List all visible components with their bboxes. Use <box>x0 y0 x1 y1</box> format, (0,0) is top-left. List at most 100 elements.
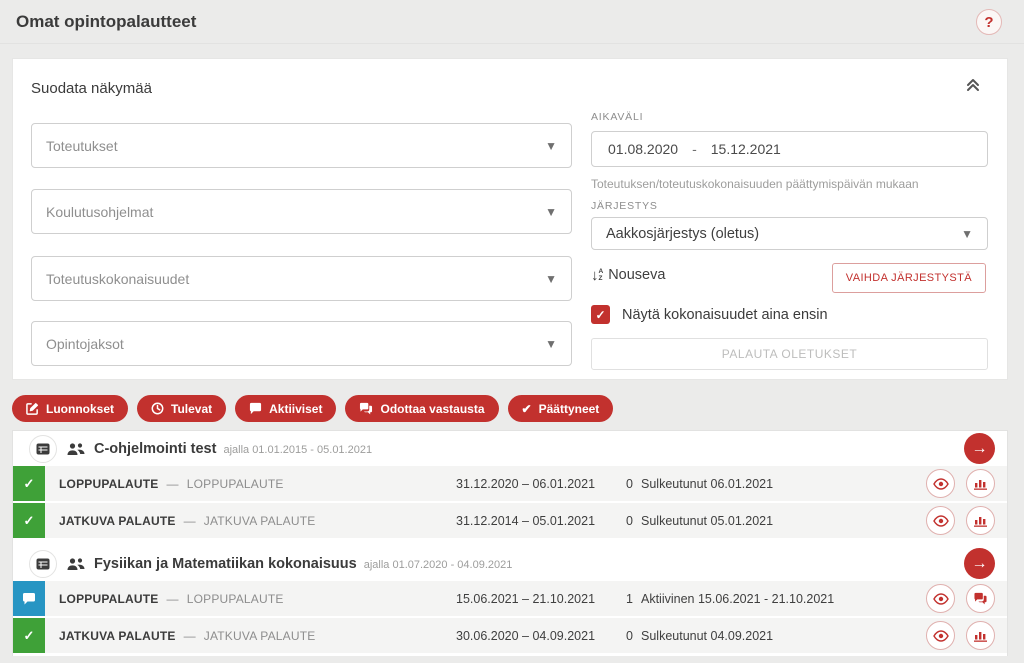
show-entities-checkbox-row[interactable]: ✓ Näytä kokonaisuudet aina ensin <box>591 305 828 324</box>
feedback-row[interactable]: ✓ JATKUVA PALAUTE — JATKUVA PALAUTE 30.0… <box>13 618 1007 653</box>
arrow-right-icon: → <box>971 554 988 572</box>
table-circle-icon <box>29 549 57 578</box>
feedback-type: JATKUVA PALAUTE <box>59 513 176 528</box>
results-button[interactable] <box>966 506 995 535</box>
answer-count: 0 <box>626 513 633 528</box>
filter-panel-title: Suodata näkymää <box>31 80 152 97</box>
feedback-name: JATKUVA PALAUTE <box>203 628 316 643</box>
chip-paattyneet[interactable]: ✔ Päättyneet <box>507 395 614 422</box>
answer-button[interactable] <box>966 584 995 613</box>
chip-label: Odottaa vastausta <box>380 401 485 416</box>
chip-label: Luonnokset <box>46 401 114 416</box>
feedback-row[interactable]: LOPPUPALAUTE — LOPPUPALAUTE 15.06.2021 –… <box>13 581 1007 616</box>
results-button[interactable] <box>966 469 995 498</box>
chip-label: Päättyneet <box>538 401 600 416</box>
view-button[interactable] <box>926 469 955 498</box>
chevron-down-icon: ▼ <box>545 271 557 286</box>
chart-icon <box>973 517 987 527</box>
collapse-panel-button[interactable] <box>965 77 983 95</box>
eye-icon <box>932 477 949 490</box>
feedback-name: LOPPUPALAUTE <box>186 476 284 491</box>
chip-label: Tulevat <box>171 401 213 416</box>
dropdown-toteutukset[interactable]: Toteutukset ▼ <box>31 123 572 168</box>
feedback-row[interactable]: ✓ JATKUVA PALAUTE — JATKUVA PALAUTE 31.1… <box>13 503 1007 538</box>
sort-alpha-down-icon: ↓ A Z <box>591 266 604 284</box>
check-icon: ✓ <box>23 475 35 491</box>
date-range-input[interactable]: 01.08.2020 - 15.12.2021 <box>591 131 988 167</box>
table-icon <box>36 443 50 454</box>
dropdown-placeholder: Opintojaksot <box>46 335 124 352</box>
date-separator: - <box>692 141 697 157</box>
clock-icon <box>151 402 164 415</box>
answer-count: 0 <box>626 476 633 491</box>
dropdown-placeholder: Toteutuskokonaisuudet <box>46 270 190 287</box>
reset-defaults-button[interactable]: PALAUTA OLETUKSET <box>591 338 988 370</box>
feedback-type: LOPPUPALAUTE <box>59 476 159 491</box>
view-button[interactable] <box>926 506 955 535</box>
chat-icon <box>250 402 262 415</box>
table-circle-icon <box>29 434 57 463</box>
results-button[interactable] <box>966 621 995 650</box>
view-button[interactable] <box>926 621 955 650</box>
group-header: C-ohjelmointi test ajalla 01.01.2015 - 0… <box>13 431 1007 466</box>
chevron-down-icon: ▼ <box>545 138 557 153</box>
chats-icon <box>974 592 987 605</box>
status-badge-closed: ✓ <box>13 503 45 538</box>
chevron-down-icon: ▼ <box>545 336 557 351</box>
dropdown-placeholder: Toteutukset <box>46 137 118 154</box>
chat-icon <box>23 593 35 605</box>
view-button[interactable] <box>926 584 955 613</box>
chip-label: Aktiiviset <box>269 401 323 416</box>
page-title: Omat opintopalautteet <box>16 12 197 31</box>
chevron-down-icon: ▼ <box>961 226 973 241</box>
status-badge-active <box>13 581 45 616</box>
status-badge-closed: ✓ <box>13 618 45 653</box>
chip-tulevat[interactable]: Tulevat <box>137 395 227 422</box>
open-group-button[interactable]: → <box>964 548 995 579</box>
check-icon: ✓ <box>23 627 35 643</box>
users-icon <box>67 442 86 456</box>
order-select[interactable]: Aakkosjärjestys (oletus) ▼ <box>591 217 988 250</box>
feedback-name: JATKUVA PALAUTE <box>203 513 316 528</box>
open-group-button[interactable]: → <box>964 433 995 464</box>
chip-aktiiviset[interactable]: Aktiiviset <box>235 395 337 422</box>
eye-icon <box>932 514 949 527</box>
feedback-list: C-ohjelmointi test ajalla 01.01.2015 - 0… <box>12 430 1008 656</box>
chip-odottaa-vastausta[interactable]: Odottaa vastausta <box>345 395 499 422</box>
feedback-status: Aktiivinen 15.06.2021 - 21.10.2021 <box>641 591 835 606</box>
feedback-dates: 31.12.2020 – 06.01.2021 <box>456 476 596 491</box>
feedback-name: LOPPUPALAUTE <box>186 591 284 606</box>
status-badge-closed: ✓ <box>13 466 45 501</box>
filter-panel: Suodata näkymää Toteutukset ▼ Koulutusoh… <box>12 58 1008 380</box>
help-button[interactable]: ? <box>976 9 1002 35</box>
check-icon: ✓ <box>23 512 35 528</box>
checkbox-checked-icon[interactable]: ✓ <box>591 305 610 324</box>
dropdown-koulutusohjelmat[interactable]: Koulutusohjelmat ▼ <box>31 189 572 234</box>
eye-icon <box>932 592 949 605</box>
users-icon <box>67 557 86 571</box>
date-start: 01.08.2020 <box>608 141 679 157</box>
dropdown-opintojaksot[interactable]: Opintojaksot ▼ <box>31 321 572 366</box>
question-icon: ? <box>984 13 994 31</box>
feedback-type: JATKUVA PALAUTE <box>59 628 176 643</box>
date-range-helper-text: Toteutuksen/toteutuskokonaisuuden päätty… <box>591 177 919 191</box>
chip-luonnokset[interactable]: Luonnokset <box>12 395 128 422</box>
checkbox-label: Näytä kokonaisuudet aina ensin <box>622 306 828 323</box>
feedback-type: LOPPUPALAUTE <box>59 591 159 606</box>
chart-icon <box>973 480 987 490</box>
separator: — <box>183 628 196 643</box>
change-order-button[interactable]: VAIHDA JÄRJESTYSTÄ <box>831 263 986 293</box>
chevron-double-up-icon <box>967 79 979 91</box>
group-period: ajalla 01.07.2020 - 04.09.2021 <box>363 558 513 571</box>
dropdown-toteutuskokonaisuudet[interactable]: Toteutuskokonaisuudet ▼ <box>31 256 572 301</box>
feedback-row[interactable]: ✓ LOPPUPALAUTE — LOPPUPALAUTE 31.12.2020… <box>13 466 1007 501</box>
chats-icon <box>360 402 373 415</box>
top-bar: Omat opintopalautteet ? <box>0 0 1024 44</box>
table-icon <box>36 558 50 569</box>
feedback-dates: 30.06.2020 – 04.09.2021 <box>456 628 596 643</box>
feedback-status: Sulkeutunut 06.01.2021 <box>641 476 774 491</box>
answer-count: 1 <box>626 591 633 606</box>
group-title: C-ohjelmointi test <box>94 440 217 457</box>
chevron-down-icon: ▼ <box>545 204 557 219</box>
